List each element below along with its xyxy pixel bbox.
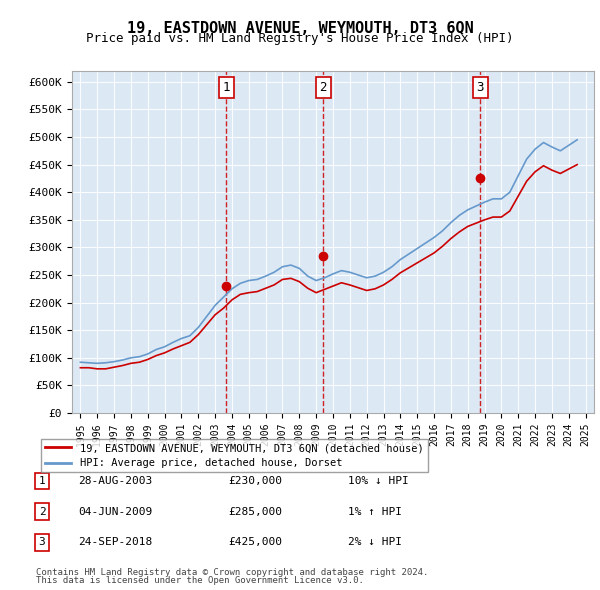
- Text: £425,000: £425,000: [228, 537, 282, 547]
- Text: £285,000: £285,000: [228, 507, 282, 516]
- Text: 2: 2: [38, 507, 46, 516]
- Text: This data is licensed under the Open Government Licence v3.0.: This data is licensed under the Open Gov…: [36, 576, 364, 585]
- Text: 24-SEP-2018: 24-SEP-2018: [78, 537, 152, 547]
- Text: 1: 1: [223, 81, 230, 94]
- Text: 3: 3: [38, 537, 46, 547]
- Text: 2% ↓ HPI: 2% ↓ HPI: [348, 537, 402, 547]
- Text: 04-JUN-2009: 04-JUN-2009: [78, 507, 152, 516]
- Text: 2: 2: [319, 81, 327, 94]
- Text: 1% ↑ HPI: 1% ↑ HPI: [348, 507, 402, 516]
- Text: 3: 3: [476, 81, 484, 94]
- Text: 1: 1: [38, 476, 46, 486]
- Text: 28-AUG-2003: 28-AUG-2003: [78, 476, 152, 486]
- Text: Price paid vs. HM Land Registry's House Price Index (HPI): Price paid vs. HM Land Registry's House …: [86, 32, 514, 45]
- Text: 19, EASTDOWN AVENUE, WEYMOUTH, DT3 6QN: 19, EASTDOWN AVENUE, WEYMOUTH, DT3 6QN: [127, 21, 473, 35]
- Text: 10% ↓ HPI: 10% ↓ HPI: [348, 476, 409, 486]
- Text: Contains HM Land Registry data © Crown copyright and database right 2024.: Contains HM Land Registry data © Crown c…: [36, 568, 428, 577]
- Text: £230,000: £230,000: [228, 476, 282, 486]
- Legend: 19, EASTDOWN AVENUE, WEYMOUTH, DT3 6QN (detached house), HPI: Average price, det: 19, EASTDOWN AVENUE, WEYMOUTH, DT3 6QN (…: [41, 439, 428, 473]
